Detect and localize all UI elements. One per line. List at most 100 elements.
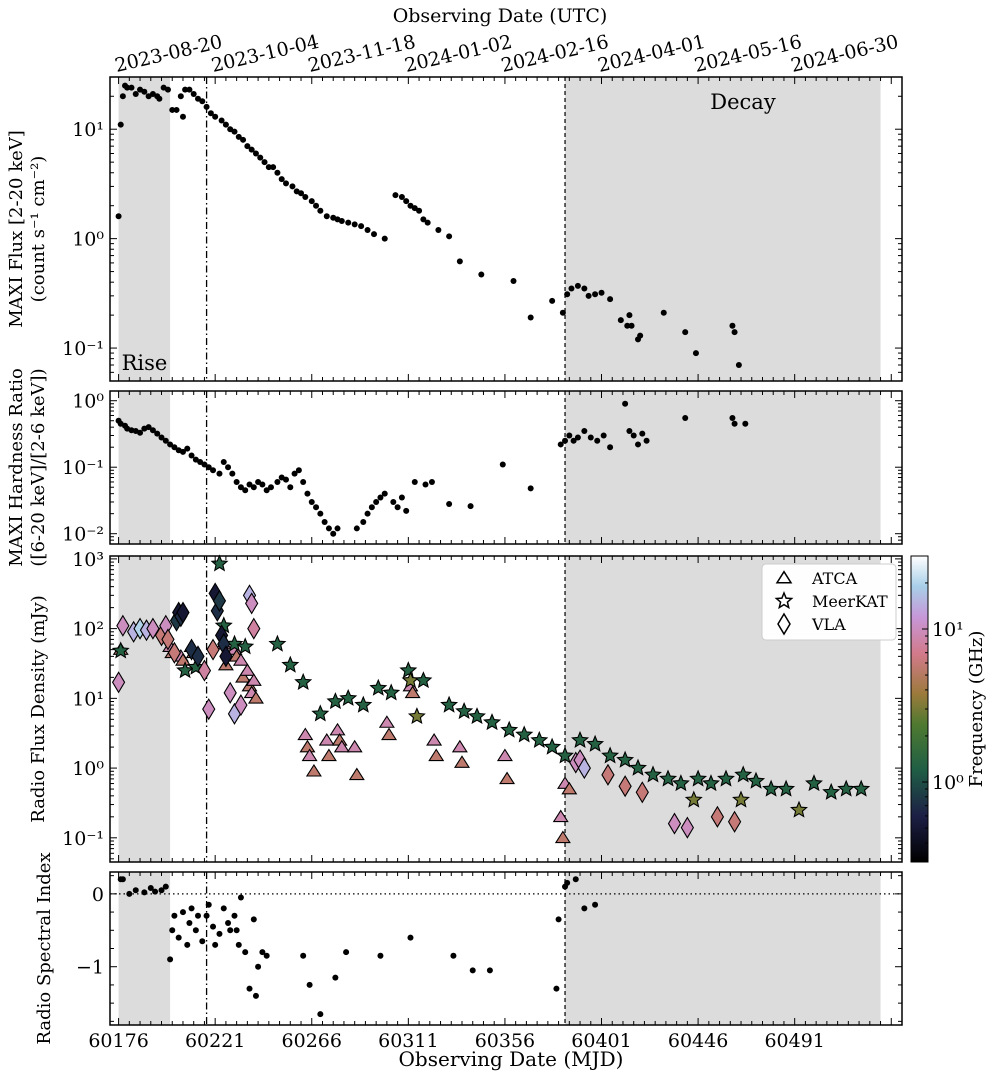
data-point (332, 974, 339, 981)
data-point (300, 952, 307, 959)
meerkat-marker (805, 774, 823, 792)
data-point (581, 285, 588, 292)
top-date-label: 2024-06-30 (789, 31, 901, 77)
data-point (527, 485, 534, 492)
data-point (216, 470, 223, 477)
data-point (210, 467, 217, 474)
meerkat-marker (702, 774, 720, 792)
data-point (175, 934, 182, 941)
data-point (169, 106, 176, 113)
data-point (729, 414, 736, 421)
x-tick-label: 60491 (764, 1030, 824, 1052)
data-point (207, 110, 214, 117)
atca-marker (404, 685, 421, 699)
data-point (607, 296, 614, 303)
data-point (637, 332, 644, 339)
data-point (283, 180, 289, 187)
vla-marker (635, 781, 649, 804)
meerkat-marker (543, 737, 562, 755)
data-point (306, 981, 313, 988)
decay-region (565, 391, 881, 544)
meerkat-marker (399, 661, 418, 679)
meerkat-marker (777, 779, 796, 797)
vla-marker (206, 638, 220, 661)
atca-marker (235, 670, 252, 683)
top-axis-label: Observing Date (UTC) (393, 5, 608, 27)
data-point (587, 434, 594, 441)
atca-marker (381, 727, 398, 741)
data-point (334, 525, 341, 532)
data-point (132, 90, 139, 97)
vla-marker (167, 641, 182, 664)
atca-marker (239, 663, 256, 676)
vla-marker (727, 810, 742, 833)
data-point (179, 909, 186, 916)
meerkat-marker (684, 790, 703, 808)
data-point (205, 901, 212, 908)
meerkat-marker (111, 641, 130, 659)
data-point (607, 444, 614, 451)
vla-marker (601, 763, 615, 786)
data-point (313, 504, 320, 511)
atca-marker (232, 653, 249, 666)
data-point (499, 461, 506, 468)
data-point (171, 912, 178, 919)
atca-marker (297, 727, 314, 741)
atca-marker (378, 715, 395, 728)
data-point (246, 481, 253, 488)
data-point (188, 905, 195, 912)
data-point (156, 95, 163, 102)
meerkat-marker (571, 730, 590, 748)
vla-marker (197, 659, 212, 682)
data-point (263, 487, 270, 494)
atca-marker (329, 722, 346, 736)
data-point (364, 226, 371, 233)
data-point (291, 470, 298, 477)
data-point (128, 84, 135, 91)
data-point (233, 927, 240, 934)
data-point (218, 117, 225, 124)
data-point (639, 430, 646, 437)
y-axis-label-2: ([6-20 keV]/[2-6 keV]) (28, 368, 49, 566)
meerkat-marker (483, 713, 502, 731)
data-point (237, 484, 244, 491)
data-point (566, 432, 573, 439)
meerkat-marker (762, 779, 781, 797)
data-point (564, 291, 571, 298)
x-tick-label: 60401 (571, 1030, 631, 1052)
data-point (283, 476, 289, 483)
data-point (364, 510, 371, 517)
y-tick-label: 10⁰ (72, 229, 104, 251)
y-tick-label: 0 (92, 884, 104, 906)
data-point (622, 400, 629, 407)
data-point (313, 202, 320, 209)
data-point (422, 481, 429, 488)
meerkat-marker (210, 554, 229, 572)
atca-marker (552, 809, 569, 823)
data-point (682, 329, 689, 336)
decay-region (565, 872, 881, 1025)
data-point (162, 883, 169, 890)
top-date-label: 2024-02-16 (499, 31, 611, 77)
data-point (403, 198, 410, 205)
data-point (308, 198, 315, 205)
data-point (574, 434, 581, 441)
data-point (252, 150, 259, 157)
data-point (179, 113, 186, 120)
data-point (416, 207, 423, 214)
data-point (598, 289, 605, 296)
data-point (527, 314, 534, 321)
data-point (274, 478, 281, 485)
vla-marker (191, 645, 205, 668)
data-point (201, 461, 208, 468)
data-point (267, 484, 274, 491)
data-point (248, 146, 255, 153)
meerkat-marker (369, 678, 388, 696)
data-point (252, 992, 259, 999)
data-point (164, 86, 171, 93)
data-point (212, 113, 219, 120)
x-tick-label: 60176 (88, 1030, 148, 1052)
data-point (250, 484, 257, 491)
colorbar-tick-label: 10¹ (932, 619, 964, 641)
meerkat-marker (236, 637, 255, 655)
